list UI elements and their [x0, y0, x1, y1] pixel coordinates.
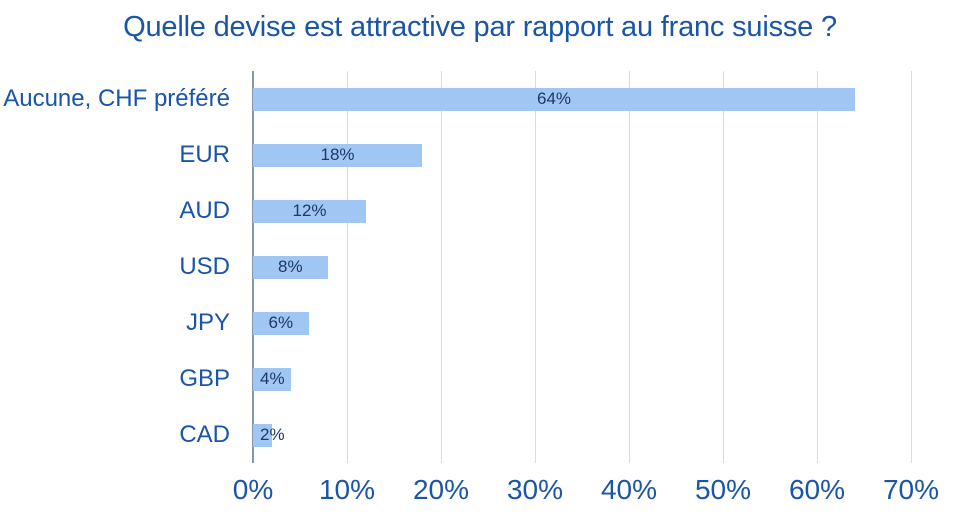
bar-row: 6%	[253, 295, 911, 351]
bar-value-label: 8%	[278, 257, 303, 276]
gridline	[816, 71, 818, 463]
x-tick-label: 20%	[412, 474, 470, 505]
x-tick-label: 70%	[882, 474, 940, 505]
bar-value-label: 6%	[268, 313, 294, 332]
category-label: CAD	[179, 421, 230, 448]
gridline	[628, 71, 630, 463]
gridline	[440, 71, 442, 463]
x-tick-label: 0%	[232, 474, 274, 505]
x-tick-label: 50%	[694, 474, 752, 505]
bar-row: 64%	[253, 71, 911, 127]
bar-row: 4%	[253, 351, 911, 407]
category-axis: Aucune, CHF préféré EUR AUD USD JPY GBP CAD	[0, 71, 232, 463]
gridline	[910, 71, 912, 463]
x-tick-label: 40%	[600, 474, 658, 505]
bar-value-label: 64%	[537, 89, 572, 108]
category-label: USD	[179, 253, 230, 280]
gridline	[534, 71, 536, 463]
bar: 8%	[253, 255, 329, 279]
category-label: JPY	[185, 309, 230, 336]
category-label: EUR	[179, 141, 230, 168]
plot-area: 64% 18% 12% 8% 6% 4% 2%	[252, 71, 912, 463]
category-label: AUD	[179, 197, 230, 224]
bar: 2%	[253, 423, 285, 447]
bar: 6%	[253, 311, 310, 335]
bar-row: 2%	[253, 407, 911, 463]
bar-value-label: 12%	[292, 201, 327, 220]
gridline	[722, 71, 724, 463]
gridline	[346, 71, 348, 463]
x-axis: 0% 10% 20% 30% 40% 50% 60% 70%	[0, 471, 960, 513]
bar-value-label: 4%	[260, 369, 285, 388]
category-label: GBP	[179, 365, 230, 392]
bar-row: 8%	[253, 239, 911, 295]
bar-value-label: 2%	[260, 425, 285, 444]
bar-row: 18%	[253, 127, 911, 183]
x-tick-label: 60%	[788, 474, 846, 505]
x-tick-label: 30%	[506, 474, 564, 505]
x-tick-label: 10%	[318, 474, 376, 505]
bar-value-label: 18%	[320, 145, 355, 164]
bar: 4%	[253, 367, 291, 391]
chart-title: Quelle devise est attractive par rapport…	[123, 11, 837, 43]
bar: 64%	[253, 87, 855, 111]
bar: 18%	[253, 143, 423, 167]
bar-row: 12%	[253, 183, 911, 239]
category-label: Aucune, CHF préféré	[3, 85, 230, 112]
bar: 12%	[253, 199, 366, 223]
